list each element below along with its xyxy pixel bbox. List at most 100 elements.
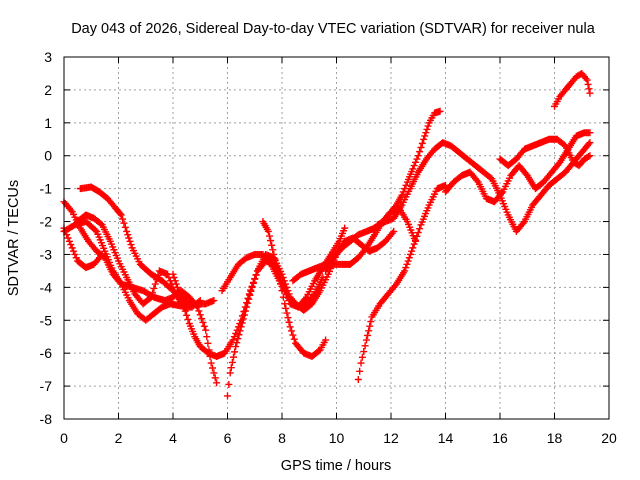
data-point [248, 283, 256, 291]
data-point [174, 287, 182, 295]
series-arc-p [551, 69, 594, 110]
data-point [268, 241, 276, 249]
data-point [584, 80, 592, 88]
y-tick-label: 3 [44, 49, 52, 65]
data-point [586, 129, 594, 137]
data-point [358, 353, 366, 361]
data-point [289, 331, 297, 339]
data-point [236, 327, 244, 335]
y-axis-label: SDTVAR / TECUs [6, 180, 22, 296]
data-point [341, 224, 349, 232]
data-point [235, 331, 243, 339]
data-point [245, 295, 253, 303]
data-point [269, 246, 277, 254]
data-point [288, 327, 296, 335]
y-tick-label: -1 [40, 181, 53, 197]
data-marks [60, 69, 594, 400]
x-tick-label: 12 [383, 430, 399, 446]
data-point [413, 232, 421, 240]
data-point [91, 226, 99, 234]
data-point [68, 244, 76, 252]
data-point [70, 247, 78, 255]
data-point [65, 237, 73, 245]
data-point [390, 227, 398, 235]
data-point [585, 85, 593, 93]
data-point [274, 269, 282, 277]
data-point [173, 283, 181, 291]
data-point [585, 140, 593, 148]
data-point [170, 273, 178, 281]
data-point [228, 358, 236, 366]
data-point [586, 89, 594, 97]
data-point [405, 254, 413, 262]
data-point [362, 336, 370, 344]
data-point [412, 158, 420, 166]
data-point [278, 287, 286, 295]
data-point [195, 307, 203, 315]
data-point [231, 348, 239, 356]
data-point [301, 295, 309, 303]
data-point [265, 232, 273, 240]
data-point [71, 250, 79, 258]
data-point [207, 359, 215, 367]
data-point [125, 234, 133, 242]
data-point [423, 125, 431, 133]
data-point [178, 297, 186, 305]
data-point [126, 237, 134, 245]
data-point [422, 129, 430, 137]
y-tick-label: -5 [40, 312, 53, 328]
data-point [72, 254, 80, 262]
data-point [229, 353, 237, 361]
x-tick-label: 0 [60, 430, 68, 446]
data-point [198, 315, 206, 323]
data-point [67, 241, 75, 249]
data-point [267, 237, 275, 245]
data-point [249, 279, 257, 287]
series-arc-l [354, 181, 449, 384]
data-point [234, 335, 242, 343]
y-tick-label: -8 [40, 411, 53, 427]
data-point [271, 255, 279, 263]
data-point [117, 211, 125, 219]
chart-title: Day 043 of 2026, Sidereal Day-to-day VTE… [71, 21, 596, 37]
x-tick-label: 16 [492, 430, 508, 446]
data-point [585, 153, 593, 161]
data-point [240, 311, 248, 319]
data-point [414, 152, 422, 160]
data-point [366, 322, 374, 330]
data-point [284, 314, 292, 322]
data-point [116, 210, 124, 218]
data-point [406, 250, 414, 258]
data-point [403, 260, 411, 268]
data-point [357, 359, 365, 367]
data-point [402, 264, 410, 272]
data-point [192, 302, 200, 310]
data-point [237, 323, 245, 331]
data-point [281, 300, 289, 308]
data-point [200, 322, 208, 330]
data-point [246, 291, 254, 299]
data-point [367, 318, 375, 326]
data-point [225, 380, 233, 388]
data-point [286, 323, 294, 331]
x-tick-label: 18 [547, 430, 563, 446]
data-point [412, 236, 420, 244]
data-point [416, 148, 424, 156]
data-point [402, 181, 410, 189]
data-point [413, 155, 421, 163]
data-point [123, 227, 131, 235]
data-point [179, 300, 187, 308]
x-tick-label: 2 [115, 430, 123, 446]
data-point [176, 290, 184, 298]
data-point [238, 319, 246, 327]
data-point [586, 139, 594, 147]
data-point [121, 223, 129, 231]
data-point [252, 271, 260, 279]
y-tick-label: -7 [40, 378, 53, 394]
y-tick-label: -4 [40, 279, 53, 295]
data-point [150, 284, 158, 292]
data-point [364, 331, 372, 339]
x-axis-label: GPS time / hours [281, 458, 391, 474]
